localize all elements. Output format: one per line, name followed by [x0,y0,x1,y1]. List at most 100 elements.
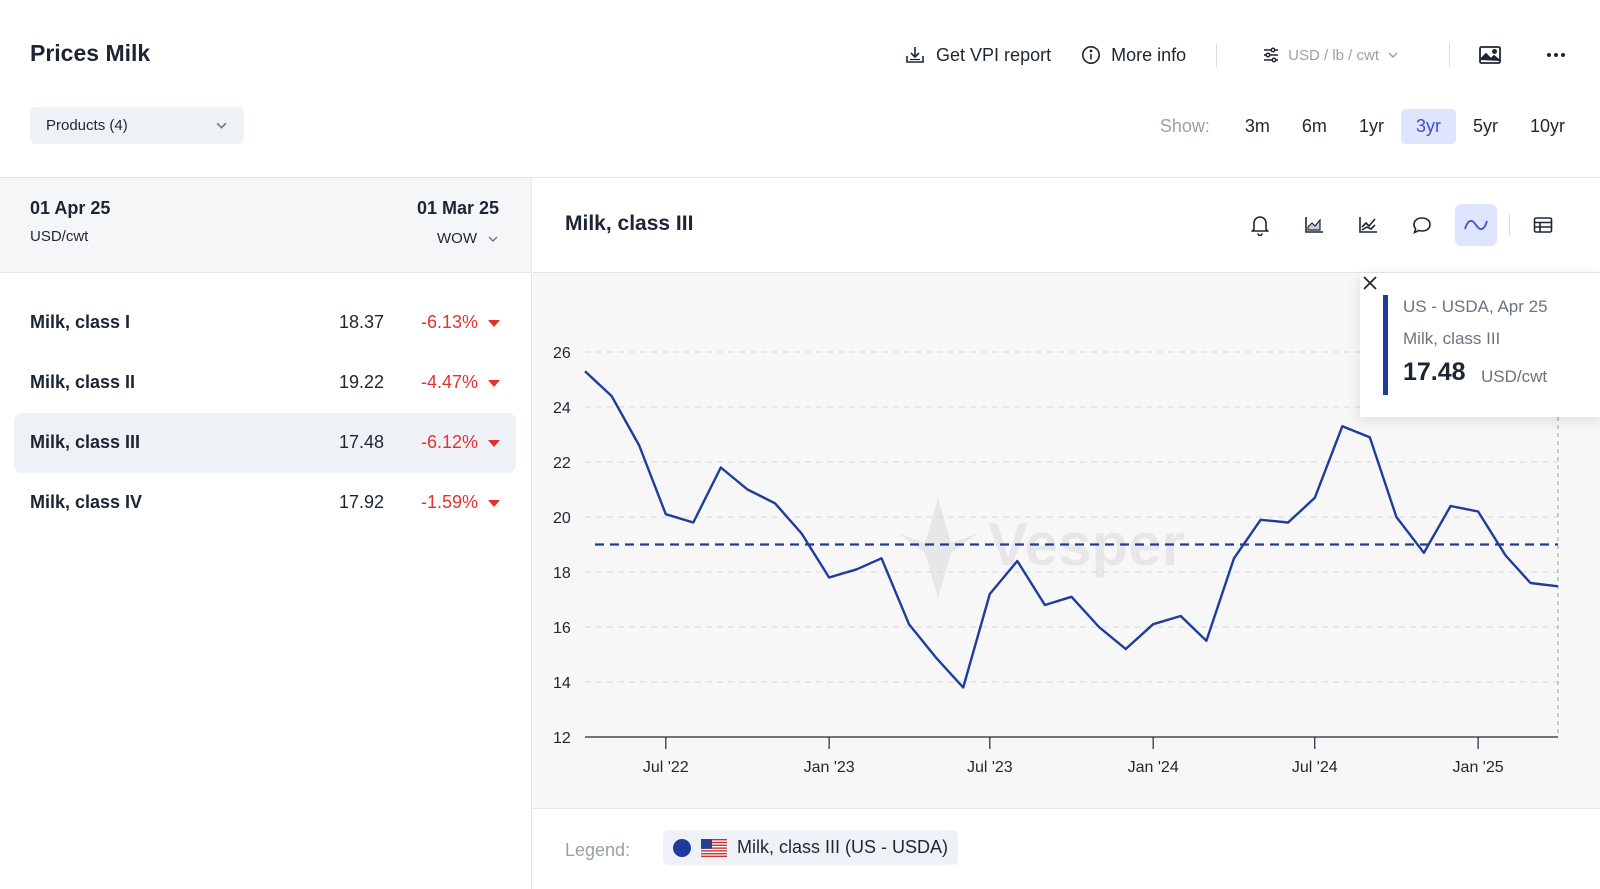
range-button-6m[interactable]: 6m [1301,116,1327,136]
chat-bubble-icon [1413,217,1431,234]
line-chart[interactable]: Vesper 12 14 16 18 20 22 24 26 Jul '22 Jan '23 Jul… [533,273,1600,809]
price-unit: USD/cwt [30,228,89,245]
compare-mode-label: WOW [437,230,477,247]
product-row[interactable]: Milk, class IV 17.92 -1.59% [14,473,516,533]
range-button-3m[interactable]: 3m [1244,116,1270,136]
download-icon [906,47,924,63]
product-row[interactable]: Milk, class I 18.37 -6.13% [14,293,516,353]
y-tick-label: 18 [553,565,571,582]
get-report-button[interactable]: Get VPI report [904,44,1051,66]
chevron-down-icon [1388,52,1398,59]
products-dropdown-label: Products (4) [46,117,128,134]
compare-date: 01 Mar 25 [416,198,499,218]
comments-button[interactable] [1401,204,1443,246]
more-info-button[interactable]: More info [1081,45,1186,66]
product-name: Milk, class I [30,312,131,332]
info-icon [1082,46,1101,64]
chart-title: Milk, class III [565,212,694,235]
image-icon [1479,46,1501,64]
tooltip-unit: USD/cwt [1481,367,1548,386]
line-chart-button[interactable] [1455,204,1497,246]
range-button-3yr[interactable]: 3yr [1400,109,1456,144]
more-options-button[interactable] [1540,39,1572,71]
more-dots-icon [1547,53,1565,57]
product-value: 18.37 [338,312,384,332]
range-selector: Show: 3m 6m 1yr 3yr 5yr 10yr [1160,109,1580,144]
toolbar-divider [1449,43,1450,67]
us-flag-icon [701,838,727,857]
product-value: 17.92 [338,492,384,512]
current-date: 01 Apr 25 [30,198,111,218]
chevron-down-icon [488,236,498,242]
unit-selector-label: USD / lb / cwt [1288,46,1379,64]
product-change: -1.59% [420,492,478,512]
range-button-1yr[interactable]: 1yr [1358,116,1384,136]
x-tick-label: Jan '23 [804,759,855,776]
tooltip-source-date: US - USDA, Apr 25 [1403,297,1548,316]
area-chart-button[interactable] [1293,204,1335,246]
show-label: Show: [1159,116,1210,136]
x-tick-label: Jul '23 [967,759,1013,776]
product-list-header: 01 Apr 25 USD/cwt 01 Mar 25 WOW [0,178,531,273]
x-tick-label: Jan '25 [1453,759,1504,776]
down-triangle-icon [488,500,500,507]
product-change: -4.47% [420,372,478,392]
chart-tools [1239,204,1564,246]
range-button-10yr[interactable]: 10yr [1529,116,1565,136]
toolbar-divider [1216,43,1218,67]
products-dropdown[interactable]: Products (4) [30,107,244,144]
x-tick-label: Jan '24 [1128,759,1179,776]
product-row[interactable]: Milk, class II 19.22 -4.47% [14,353,516,413]
product-change: -6.13% [420,312,478,332]
y-tick-label: 20 [553,510,571,527]
y-tick-label: 12 [553,730,571,747]
table-icon [1533,217,1553,233]
sliders-icon [1264,47,1279,63]
product-name: Milk, class III [30,432,141,452]
alert-button[interactable] [1239,204,1281,246]
series-line[interactable] [584,370,1559,689]
compare-chart-button[interactable] [1347,204,1389,246]
data-tooltip: US - USDA, Apr 25 Milk, class III 17.48 … [1360,273,1600,417]
y-tick-label: 22 [553,455,571,472]
close-icon[interactable] [1360,273,1380,293]
y-tick-label: 26 [553,345,571,362]
header-toolbar: Get VPI report More info USD / lb / cwt [904,38,1600,72]
watermark: Vesper [898,498,1185,598]
y-tick-label: 16 [553,620,571,637]
product-name: Milk, class IV [30,492,143,512]
wave-icon [1464,220,1488,230]
legend-item[interactable]: Milk, class III (US - USDA) [663,830,959,865]
grid [585,351,1558,683]
down-triangle-icon [488,380,500,387]
product-row[interactable]: Milk, class III 17.48 -6.12% [14,413,516,473]
series-color-dot [673,838,691,857]
y-tick-label: 24 [553,400,571,417]
unit-selector[interactable]: USD / lb / cwt [1262,46,1399,64]
legend-series-name: Milk, class III (US - USDA) [737,837,949,857]
compare-mode-dropdown[interactable]: WOW [437,230,499,247]
page-header: Prices Milk Get VPI report More info [0,0,1600,178]
more-info-label: More info [1111,44,1187,65]
x-tick-label: Jul '22 [643,759,689,776]
down-triangle-icon [488,320,500,327]
chart-panel: Milk, class III [533,178,1600,889]
y-tick-label: 14 [553,675,571,692]
chart-header: Milk, class III [533,178,1600,273]
get-report-label: Get VPI report [936,44,1052,65]
area-chart-icon [1305,217,1323,233]
chart-tools-divider [1509,214,1510,236]
range-buttons: 3m 6m 1yr 3yr 5yr 10yr [1228,109,1580,144]
x-tick-label: Jul '24 [1292,759,1338,776]
tooltip-product: Milk, class III [1403,329,1501,348]
table-view-button[interactable] [1522,204,1564,246]
product-change: -6.12% [420,432,478,452]
range-button-5yr[interactable]: 5yr [1472,116,1498,136]
plot-area[interactable]: Vesper 12 14 16 18 20 22 24 26 Jul '22 Jan '23 Jul… [533,273,1600,809]
export-image-button[interactable] [1474,39,1506,71]
product-name: Milk, class II [30,372,136,392]
tooltip-value: 17.48 [1403,358,1466,386]
down-triangle-icon [488,440,500,447]
page-title: Prices Milk [30,40,151,66]
product-value: 17.48 [338,432,384,452]
